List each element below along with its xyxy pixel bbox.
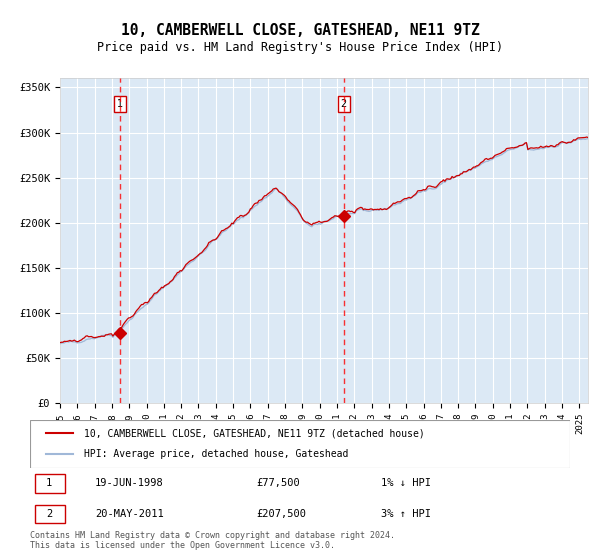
Text: 2: 2 (341, 99, 347, 109)
Text: 1: 1 (117, 99, 123, 109)
FancyBboxPatch shape (35, 474, 65, 493)
Text: Contains HM Land Registry data © Crown copyright and database right 2024.
This d: Contains HM Land Registry data © Crown c… (30, 531, 395, 550)
Text: 1: 1 (46, 478, 52, 488)
Text: £77,500: £77,500 (257, 478, 301, 488)
Text: £207,500: £207,500 (257, 509, 307, 519)
Text: 19-JUN-1998: 19-JUN-1998 (95, 478, 164, 488)
Text: HPI: Average price, detached house, Gateshead: HPI: Average price, detached house, Gate… (84, 449, 349, 459)
Text: 10, CAMBERWELL CLOSE, GATESHEAD, NE11 9TZ: 10, CAMBERWELL CLOSE, GATESHEAD, NE11 9T… (121, 24, 479, 38)
Text: 10, CAMBERWELL CLOSE, GATESHEAD, NE11 9TZ (detached house): 10, CAMBERWELL CLOSE, GATESHEAD, NE11 9T… (84, 428, 425, 438)
Text: 3% ↑ HPI: 3% ↑ HPI (381, 509, 431, 519)
FancyBboxPatch shape (30, 420, 570, 468)
Text: 2: 2 (46, 509, 52, 519)
FancyBboxPatch shape (35, 505, 65, 523)
Text: 20-MAY-2011: 20-MAY-2011 (95, 509, 164, 519)
Text: Price paid vs. HM Land Registry's House Price Index (HPI): Price paid vs. HM Land Registry's House … (97, 41, 503, 54)
Text: 1% ↓ HPI: 1% ↓ HPI (381, 478, 431, 488)
